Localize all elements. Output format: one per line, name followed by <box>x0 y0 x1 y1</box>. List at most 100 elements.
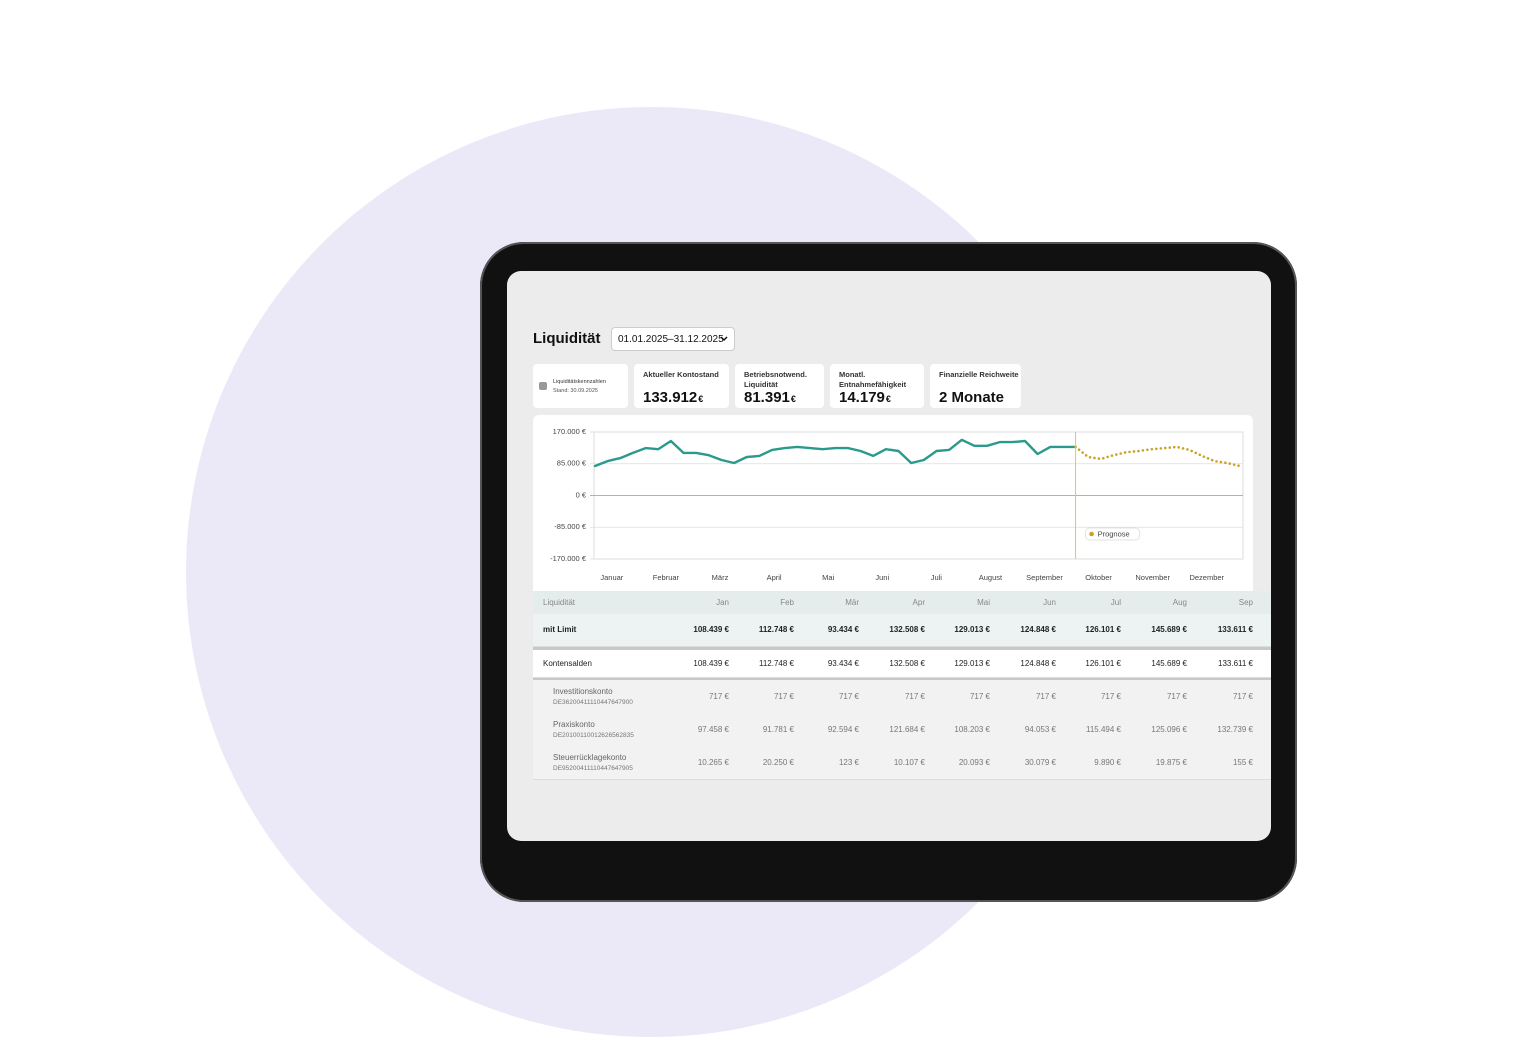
column-header: Mär <box>845 598 859 607</box>
cell-value: 10.265 € <box>697 757 729 767</box>
cell-value: 124.848 € <box>1020 625 1056 634</box>
cell-value: 717 € <box>1166 691 1187 701</box>
cell-value: 20.250 € <box>762 757 794 767</box>
y-tick-label: 85.000 € <box>557 459 587 468</box>
row-iban: DE36200411110447647900 <box>553 699 633 706</box>
y-tick-label: 170.000 € <box>553 427 587 436</box>
column-header: Jul <box>1110 598 1121 607</box>
row-iban: DE95200411110447647905 <box>553 765 633 772</box>
kpi-card: Finanzielle Reichweite 2 Monate <box>930 364 1021 408</box>
cell-value: 97.458 € <box>697 724 729 734</box>
cell-value: 125.096 € <box>1151 724 1187 734</box>
x-tick-label: Dezember <box>1189 573 1224 582</box>
info-icon <box>539 382 547 390</box>
cell-value: 717 € <box>904 691 925 701</box>
cell-value: 108.203 € <box>954 724 990 734</box>
row-separator <box>533 646 1271 650</box>
kpi-number: 14.179 <box>839 389 885 406</box>
kpi-card: Aktueller Kontostand 133.912€ <box>634 364 729 408</box>
kpi-number: 81.391 <box>744 389 790 406</box>
cell-value: 126.101 € <box>1085 658 1121 668</box>
cell-value: 20.093 € <box>958 757 990 767</box>
column-header: Sep <box>1238 598 1253 607</box>
kpi-label: Finanzielle Reichweite <box>939 370 1019 379</box>
cell-value: 124.848 € <box>1020 658 1056 668</box>
cell-value: 93.434 € <box>827 658 859 668</box>
kpi-value: 81.391€ <box>744 389 796 406</box>
column-header: Apr <box>912 598 925 607</box>
row-label: mit Limit <box>543 625 577 634</box>
cell-value: 121.684 € <box>889 724 925 734</box>
cell-value: 93.434 € <box>827 625 859 634</box>
legend-label: Prognose <box>1098 529 1130 538</box>
row-label: Investitionskonto <box>553 687 613 696</box>
x-tick-label: Oktober <box>1085 573 1112 582</box>
cell-value: 145.689 € <box>1151 625 1187 634</box>
kpi-label: Betriebsnotwend. Liquidität <box>744 370 807 389</box>
cell-value: 717 € <box>708 691 729 701</box>
cell-value: 126.101 € <box>1085 625 1121 634</box>
cell-value: 129.013 € <box>954 658 990 668</box>
y-tick-label: 0 € <box>576 490 587 499</box>
cell-value: 155 € <box>1232 757 1253 767</box>
date-range: 01.01.2025–31.12.2025 <box>618 334 724 345</box>
column-header: Jan <box>716 598 729 607</box>
table-row: mit Limit 108.439 € 112.748 € 93.434 € 132.5… <box>533 614 1271 647</box>
cell-value: 717 € <box>773 691 794 701</box>
cell-value: 30.079 € <box>1024 757 1056 767</box>
cell-value: 132.508 € <box>889 658 925 668</box>
x-tick-label: Januar <box>600 573 623 582</box>
forecast-line <box>1074 445 1242 468</box>
row-separator <box>533 677 1271 680</box>
column-header: Feb <box>780 598 794 607</box>
x-tick-label: Mai <box>822 573 834 582</box>
kpi-value: 133.912€ <box>643 389 703 406</box>
x-tick-label: August <box>979 573 1003 582</box>
row-label: Praxiskonto <box>553 720 595 729</box>
cell-value: 133.611 € <box>1217 625 1253 634</box>
cell-value: 717 € <box>838 691 859 701</box>
column-header: Liquidität <box>543 598 576 607</box>
table: Liquidität Jan Feb Mär Apr Mai Jun Jul Aug Sep mit… <box>533 591 1271 781</box>
x-tick-label: April <box>767 573 782 582</box>
x-tick-label: Juni <box>875 573 889 582</box>
kpi-unit: € <box>790 394 796 404</box>
screen: Liquidität 01.01.2025–31.12.2025 Liquidi… <box>507 271 1271 841</box>
column-header: Aug <box>1172 598 1187 607</box>
info-card: Liquiditätskennzahlen Stand: 30.09.2025 <box>533 364 628 408</box>
cell-value: 717 € <box>969 691 990 701</box>
row-iban: DE20100110012626562835 <box>553 732 634 739</box>
column-header: Jun <box>1043 598 1056 607</box>
table-row: Kontensalden 108.439 € 112.748 € 93.434 € 13… <box>533 650 1271 678</box>
table-row: Investitionskonto DE36200411110447647900 7… <box>533 680 1271 714</box>
cell-value: 112.748 € <box>759 658 794 668</box>
cell-value: 717 € <box>1035 691 1056 701</box>
legend-marker <box>1089 531 1094 537</box>
page: Liquidität 01.01.2025–31.12.2025 Liquidi… <box>186 107 1297 1037</box>
date-range-dropdown[interactable]: 01.01.2025–31.12.2025 <box>611 327 735 351</box>
chart-card <box>533 415 1253 591</box>
cell-value: 132.739 € <box>1217 724 1253 734</box>
legend-box <box>1085 527 1141 541</box>
cell-value: 94.053 € <box>1024 724 1056 734</box>
x-tick-label: März <box>712 573 729 582</box>
cell-value: 133.611 € <box>1218 658 1253 668</box>
table-header: Liquidität Jan Feb Mär Apr Mai Jun Jul Aug Sep <box>533 591 1271 613</box>
cell-value: 145.689 € <box>1151 658 1187 668</box>
row-label: Steuerrücklagekonto <box>553 753 627 762</box>
kpi-label: Aktueller Kontostand <box>643 370 719 379</box>
chevron <box>720 336 728 342</box>
cell-value: 10.107 € <box>893 757 925 767</box>
kpi-card: Betriebsnotwend. Liquidität 81.391€ <box>735 364 824 408</box>
y-tick-label: -170.000 € <box>550 554 587 563</box>
cell-value: 129.013 € <box>954 625 990 634</box>
table-row: Steuerrücklagekonto DE9520041111044764790… <box>533 746 1271 780</box>
cell-value: 92.594 € <box>827 724 859 734</box>
actual-line <box>593 438 1077 468</box>
page-title: Liquidität <box>533 330 601 347</box>
kpi-number: 133.912 <box>643 389 698 406</box>
cell-value: 132.508 € <box>889 625 925 634</box>
kpi-value: 2 Monate <box>939 389 1004 406</box>
cell-value: 115.494 € <box>1086 724 1121 734</box>
x-tick-label: Juli <box>931 573 943 582</box>
